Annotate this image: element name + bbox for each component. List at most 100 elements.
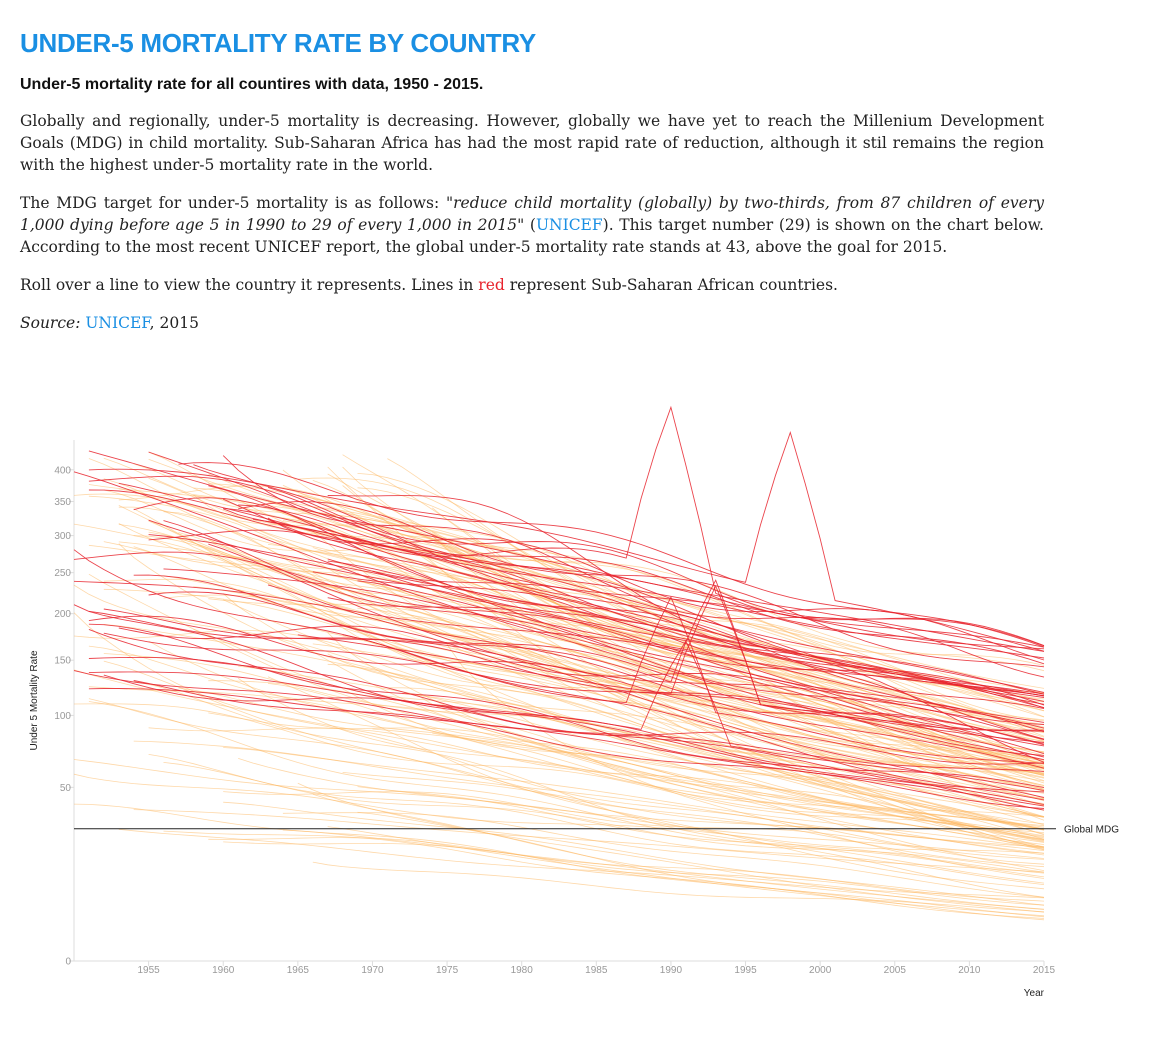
series-line-sub-saharan (103, 608, 1045, 725)
x-tick-label: 1980 (511, 965, 534, 976)
series-line-other (372, 728, 1045, 843)
series-line-other (282, 812, 1045, 898)
series-line-other (208, 712, 1045, 841)
series-line-sub-saharan (88, 623, 1045, 811)
series-line-other (103, 478, 1045, 742)
series-line-other (193, 494, 1045, 702)
series-line-other (282, 469, 1045, 740)
series-line-sub-saharan (73, 604, 1045, 789)
series-line-sub-saharan (327, 495, 1045, 763)
series-line-sub-saharan (88, 475, 1045, 709)
series-line-sub-saharan (88, 610, 1045, 756)
series-line-other (103, 541, 1045, 721)
series-line-sub-saharan (208, 543, 1045, 798)
series-line-other (208, 680, 1045, 871)
series-line-other (88, 645, 1045, 825)
y-tick-label: 300 (54, 531, 71, 542)
mdg-paren: ( (524, 216, 536, 234)
rollover-text-end: represent Sub-Saharan African countries. (504, 276, 838, 294)
series-line-other (73, 493, 1045, 784)
series-line-sub-saharan (118, 482, 1045, 702)
page-title: UNDER-5 MORTALITY RATE BY COUNTRY (20, 28, 536, 58)
series-line-other (267, 676, 1045, 890)
series-line-other (73, 759, 1045, 848)
series-line-sub-saharan (238, 501, 1045, 668)
mdg-text-end: ). This target number (29) is shown on t… (20, 216, 1044, 256)
series-line-other (178, 532, 1045, 765)
series-line-sub-saharan (73, 551, 1045, 733)
series-line-other (118, 506, 1045, 848)
series-line-sub-saharan (223, 507, 1045, 648)
series-line-sub-saharan (73, 549, 1045, 764)
series-line-sub-saharan (133, 680, 1045, 809)
series-line-other (223, 801, 1045, 906)
red-word: red (478, 276, 505, 294)
series-line-other (88, 701, 1045, 878)
series-line-sub-saharan (327, 558, 1045, 706)
page-subtitle: Under-5 mortality rate for all countires… (20, 76, 484, 93)
mortality-line-chart: 0 50 100 150 200 250 300 350 400 1955 1960 1965 1970… (29, 405, 1119, 999)
series-line-sub-saharan (267, 486, 1045, 647)
series-line-other (73, 703, 1045, 839)
series-line-other (178, 687, 1045, 840)
series-line-other (267, 620, 1045, 806)
series-line-sub-saharan (118, 625, 1045, 731)
x-tick-label: 2015 (1033, 965, 1056, 976)
series-line-other (148, 531, 1045, 777)
series-line-other (88, 698, 1045, 868)
series-line-sub-saharan (148, 451, 1045, 693)
series-line-other (118, 828, 1045, 899)
series-line-other (447, 575, 1045, 790)
series-line-sub-saharan (267, 584, 1045, 769)
series-line-other (357, 786, 1045, 874)
x-tick-label: 1960 (212, 965, 235, 976)
source-year: , 2015 (149, 314, 199, 332)
series-line-other (208, 539, 1045, 811)
series-line-other (342, 772, 1045, 854)
page: UNDER-5 MORTALITY RATE BY COUNTRY Under-… (20, 22, 1044, 334)
series-line-other (312, 793, 1045, 910)
x-tick-label: 1995 (734, 965, 757, 976)
series-line-other (297, 572, 1045, 836)
series-line-sub-saharan (267, 517, 1045, 705)
series-line-other (103, 624, 1045, 829)
global-mdg-label: Global MDG (1064, 825, 1119, 836)
series-line-sub-saharan (253, 518, 1045, 659)
series-line-sub-saharan (88, 628, 1045, 793)
y-tick-label: 250 (54, 568, 71, 579)
series-line-other (208, 837, 1045, 902)
series-line-other (237, 677, 1045, 837)
series-line-other (73, 803, 1045, 921)
series-line-other (253, 533, 1045, 775)
series-line-other (327, 826, 1045, 917)
unicef-link[interactable]: UNICEF (535, 216, 603, 234)
series-line-other (163, 762, 1045, 873)
x-tick-label: 2010 (958, 965, 981, 976)
source-paragraph: Source: UNICEF, 2015 (20, 312, 1044, 334)
x-tick-label: 1970 (361, 965, 384, 976)
x-tick-label: 1985 (585, 965, 608, 976)
y-tick-label: 200 (54, 609, 71, 620)
y-tick-label: 400 (54, 465, 71, 476)
source-unicef-link[interactable]: UNICEF (85, 314, 150, 332)
series-line-sub-saharan (357, 580, 1045, 723)
x-tick-label: 2000 (809, 965, 832, 976)
series-line-sub-saharan (133, 574, 1045, 745)
series-line-other (282, 829, 1045, 910)
series-line-sub-saharan (88, 688, 1045, 807)
series-line-sub-saharan (312, 571, 1045, 695)
series-line-other (222, 593, 1045, 843)
intro-paragraph: Globally and regionally, under-5 mortali… (20, 112, 1044, 174)
x-tick-label: 2005 (884, 965, 907, 976)
series-line-other (297, 782, 1045, 918)
series-line-other (88, 573, 1045, 848)
series-line-other (431, 507, 1045, 786)
series-line-other (148, 727, 1045, 833)
series-line-sub-saharan (238, 504, 1045, 665)
series-line-other (103, 588, 1045, 790)
series-line-sub-saharan (327, 560, 1045, 747)
series-line-sub-saharan (88, 615, 1045, 746)
series-line-other (387, 458, 1045, 799)
series-line-sub-saharan (88, 656, 1045, 806)
y-tick-label: 350 (54, 497, 71, 508)
